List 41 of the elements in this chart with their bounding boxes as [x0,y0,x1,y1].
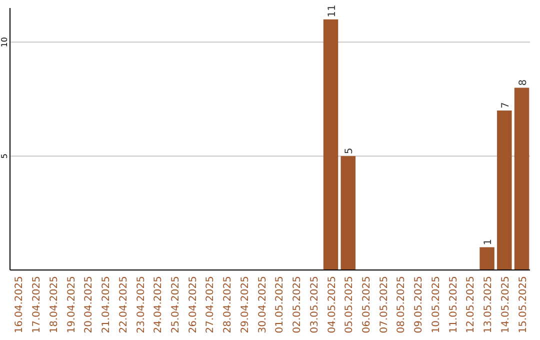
bar [514,88,530,270]
x-tick-label: 20.04.2025 [84,276,95,334]
x-tick-label: 06.05.2025 [361,276,372,334]
data-label: 5 [344,148,356,154]
x-tick-label: 13.05.2025 [483,276,494,334]
x-tick-label: 04.05.2025 [326,276,338,334]
x-tick-label: 08.05.2025 [396,276,408,334]
x-tick-label: 30.04.2025 [257,276,268,334]
x-tick-label: 09.05.2025 [414,276,425,334]
x-tick-label: 02.05.2025 [292,276,304,334]
x-tick-label: 28.04.2025 [222,276,234,334]
x-tick-label: 24.04.2025 [153,276,164,334]
x-tick-label: 03.05.2025 [309,276,320,334]
x-tick-label: 29.04.2025 [240,276,251,334]
x-tick-label: 19.04.2025 [66,276,78,334]
x-tick-label: 11.05.2025 [448,276,460,334]
x-tick-label: 26.04.2025 [188,276,199,334]
x-tick-label: 25.04.2025 [170,276,182,334]
x-tick-label: 15.05.2025 [518,276,529,334]
x-tick-label: 16.04.2025 [14,276,26,334]
x-tick-label: 01.05.2025 [274,276,286,334]
x-tick-label: 07.05.2025 [378,276,390,334]
x-tick-label: 10.05.2025 [430,276,442,334]
x-tick-label: 21.04.2025 [101,276,112,334]
bar [323,19,338,270]
x-tick-label: 17.04.2025 [32,276,43,334]
data-label: 11 [326,4,338,18]
x-tick-label: 22.04.2025 [118,276,130,334]
y-tick-label: 10 [0,37,9,48]
x-tick-label: 27.04.2025 [205,276,216,334]
x-tick-label: 14.05.2025 [500,276,512,334]
data-label: 1 [483,238,494,246]
x-tick-label: 05.05.2025 [344,276,356,334]
bar [340,156,356,270]
data-label: 7 [500,102,512,109]
bar [497,110,512,270]
x-tick-label: 23.04.2025 [136,276,147,334]
x-tick-label: 12.05.2025 [466,276,477,334]
bar [480,247,494,270]
data-label: 8 [518,79,529,86]
x-tick-label: 18.04.2025 [48,276,60,334]
